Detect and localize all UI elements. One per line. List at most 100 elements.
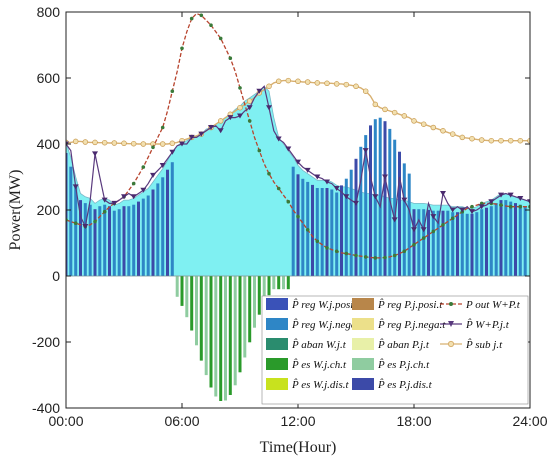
bar-es-charge	[195, 276, 198, 346]
bar-es-charge	[185, 276, 189, 318]
point-substation	[72, 138, 79, 145]
point-substation	[140, 141, 147, 147]
plot-area	[66, 12, 530, 401]
legend-label: P̂ es W.j.ch.t	[291, 358, 347, 371]
point-schedule	[169, 149, 176, 155]
bar-es-charge	[272, 276, 276, 290]
bar-es-charge	[175, 276, 179, 297]
point-output	[344, 251, 349, 256]
y-tick-label: 200	[37, 202, 61, 218]
bar-es-charge	[238, 276, 242, 373]
point-schedule	[295, 159, 301, 165]
point-substation	[304, 79, 311, 85]
bar-es-charge	[277, 276, 281, 290]
point-substation	[217, 118, 224, 124]
bar-regulation	[340, 185, 343, 276]
point-schedule	[401, 197, 408, 203]
legend-label: P̂ aban W.j.t	[291, 338, 347, 351]
point-schedule	[469, 209, 475, 215]
point-substation	[449, 131, 456, 137]
point-substation	[478, 137, 485, 143]
point-schedule	[498, 192, 504, 198]
point-output	[286, 199, 291, 204]
point-schedule	[92, 151, 98, 157]
point-schedule	[179, 141, 185, 147]
legend-label: P̂ reg P.j.posi.t	[377, 298, 443, 311]
point-schedule	[246, 105, 253, 111]
bar-regulation	[291, 166, 295, 276]
bar-regulation	[480, 209, 484, 276]
bar-regulation	[112, 210, 116, 276]
point-substation	[488, 137, 495, 144]
point-substation	[121, 140, 127, 147]
legend-box	[261, 295, 529, 405]
bar-regulation	[523, 206, 527, 276]
bar-regulation	[359, 146, 363, 276]
legend-item-w_posi: P̂ reg W.j.posi.t	[266, 298, 360, 311]
point-substation	[440, 128, 446, 134]
point-output	[131, 181, 136, 186]
point-substation	[159, 141, 166, 147]
bar-regulation	[518, 204, 522, 276]
legend-item-w_ch: P̂ es W.j.ch.t	[266, 358, 347, 371]
point-schedule	[430, 214, 437, 220]
point-schedule	[237, 113, 243, 119]
point-substation	[401, 113, 408, 119]
point-substation	[353, 83, 359, 90]
bar-es-charge	[243, 276, 247, 358]
bar-regulation	[151, 189, 155, 276]
bar-regulation	[494, 203, 498, 276]
bar-regulation	[146, 195, 150, 276]
bar-regulation	[349, 169, 353, 276]
point-schedule	[111, 200, 118, 206]
bar-es-charge	[286, 276, 290, 290]
point-output	[325, 246, 329, 250]
y-tick-label: 800	[37, 4, 61, 20]
bar-regulation	[422, 209, 426, 276]
bar-es-charge	[224, 276, 227, 401]
bar-es-charge	[190, 276, 194, 331]
point-output	[189, 16, 194, 21]
bar-regulation	[127, 206, 131, 276]
legend-swatch	[266, 358, 288, 370]
point-substation	[333, 81, 340, 87]
point-substation	[324, 80, 330, 87]
bar-regulation	[485, 207, 488, 276]
bar-regulation	[383, 121, 387, 276]
bar-regulation	[398, 151, 401, 276]
point-output	[276, 186, 281, 191]
legend-swatch	[352, 298, 374, 310]
point-output	[315, 239, 320, 244]
bar-es-charge	[233, 276, 237, 386]
point-schedule	[324, 179, 330, 185]
point-output	[93, 219, 97, 224]
bar-es-charge	[267, 276, 271, 296]
bar-regulation	[79, 200, 82, 276]
x-tick-label: 06:00	[164, 413, 199, 429]
legend-item-p_aban: P̂ aban P.j.t	[352, 338, 430, 351]
bar-regulation	[436, 210, 440, 276]
point-output	[218, 36, 223, 41]
legend-item-p_ch: P̂ es P.j.ch.t	[352, 358, 430, 371]
point-schedule	[343, 194, 350, 200]
legend-marker	[448, 321, 454, 327]
point-output	[199, 13, 204, 18]
point-output	[228, 56, 233, 60]
bar-regulation	[460, 212, 464, 276]
bar-regulation	[402, 163, 406, 276]
bar-regulation	[83, 203, 87, 276]
bar-es-charge	[204, 276, 208, 376]
point-output	[431, 229, 436, 234]
bar-es-charge	[282, 276, 285, 290]
legend-label: P̂ es P.j.dis.t	[377, 378, 433, 391]
bar-regulation	[489, 206, 493, 276]
legend-label: P̂ aban P.j.t	[377, 338, 430, 351]
point-substation	[362, 88, 369, 94]
point-output	[296, 214, 300, 219]
legend-item-out: P out W+P.t	[440, 299, 521, 311]
point-output	[160, 125, 165, 130]
bar-regulation	[393, 139, 397, 276]
point-schedule	[159, 162, 166, 168]
legend-swatch	[352, 358, 374, 370]
bar-regulation	[325, 188, 329, 276]
